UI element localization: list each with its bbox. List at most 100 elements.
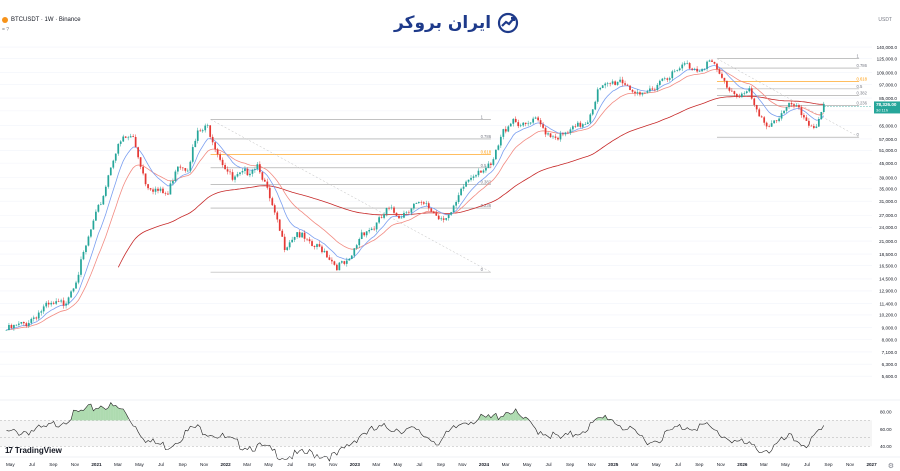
tradingview-brand: 17 TradingView (5, 446, 62, 455)
price-axis[interactable]: 140,000.0 125,000.0 109,000.0 97,000.0 85,00… (877, 45, 898, 379)
candle-body (42, 306, 45, 312)
candle-body (373, 228, 376, 230)
fib-left-level-label: 0 (481, 267, 484, 272)
ema-mid-polyline (6, 68, 824, 331)
candle-body (321, 246, 323, 253)
candle-body (745, 91, 748, 93)
candle-body (422, 202, 425, 204)
candle-body (616, 81, 619, 85)
price-tick-label: 18,500.0 (879, 252, 897, 257)
candle-body (743, 92, 746, 94)
candle-body (738, 96, 741, 98)
candle-body (656, 84, 659, 90)
candle-body (805, 117, 808, 121)
candle-body (688, 63, 691, 69)
price-tick-label: 9,000.0 (882, 326, 898, 331)
tradingview-logo-icon: 17 (5, 446, 13, 455)
candle-body (532, 118, 535, 123)
candle-body (164, 193, 167, 194)
last-price-value: 78,326.00 (876, 102, 897, 107)
candle-body (179, 166, 182, 168)
price-tick-label: 35,000.0 (879, 187, 897, 192)
price-tick-label: 97,000.0 (879, 82, 897, 87)
candle-body (390, 207, 393, 209)
candle-body (490, 163, 492, 165)
candle-body (562, 133, 564, 135)
candle-body (579, 122, 582, 127)
price-tick-label: 109,000.0 (877, 70, 898, 75)
candle-body (234, 176, 236, 180)
time-tick-label: Nov (717, 462, 726, 467)
candle-body (263, 179, 266, 182)
candle-body (10, 324, 13, 329)
time-tick-label: Mar (243, 462, 251, 467)
symbol-header[interactable]: BTCUSDT · 1W · Binance (2, 17, 81, 23)
candle-body (514, 118, 517, 123)
candle-body (537, 117, 539, 121)
candle-body (681, 64, 684, 69)
candle-body (666, 78, 669, 80)
candle-body (547, 133, 549, 135)
candle-body (415, 202, 418, 204)
time-axis[interactable]: May Jul Sep Nov 2021 Mar May Jul Sep Nov 2022 Mar Ma… (0, 456, 900, 467)
rsi-overbought-fill (85, 404, 89, 421)
candle-body (139, 157, 142, 167)
candle-body (395, 212, 398, 216)
candle-body (65, 303, 67, 306)
candle-body (410, 208, 413, 213)
rsi-overbought-fill (76, 410, 79, 421)
candle-body (147, 184, 149, 189)
candle-body (425, 203, 428, 204)
rsi-overbought-fill (78, 410, 81, 421)
candle-body (333, 261, 336, 265)
fib-right-level-label: 0 (856, 132, 859, 137)
fib-retracement-left[interactable]: 1 0.786 0.618 0.5 0.382 0.236 0 (210, 114, 492, 273)
fib-left-level-label: 0.618 (481, 149, 492, 154)
candle-body (723, 77, 726, 81)
fib-retracement-right[interactable]: 1 0.786 0.618 0.5 0.382 0.236 0 (716, 54, 868, 138)
rsi-overbought-fill (600, 417, 603, 421)
candle-body (581, 124, 584, 127)
candle-body (331, 259, 333, 262)
candle-body (621, 79, 624, 84)
candle-body (755, 104, 758, 110)
time-tick-label: Nov (71, 462, 80, 467)
candle-body (584, 124, 587, 125)
candle-body (350, 255, 353, 259)
time-tick-label: 2021 (91, 462, 102, 467)
candle-body (708, 60, 711, 62)
candle-body (788, 102, 790, 108)
rsi-overbought-fill (515, 408, 519, 421)
candle-body (99, 204, 102, 206)
candle-body (470, 177, 472, 180)
candle-body (455, 202, 457, 206)
candle-body (524, 122, 527, 124)
candle-body (552, 136, 554, 138)
candle-body (686, 63, 689, 64)
rsi-overbought-fill (490, 415, 494, 421)
fib-right-level-label: 0.786 (856, 63, 867, 68)
settings-gear-icon[interactable]: ⚙ (887, 463, 894, 470)
candle-body (822, 103, 825, 112)
candle-body (393, 207, 395, 213)
fib-right-level-label: 0.382 (856, 91, 867, 96)
rsi-overbought-fill (493, 413, 496, 421)
candle-body (378, 217, 380, 223)
candle-body (716, 63, 718, 70)
price-tick-label: 125,000.0 (877, 56, 898, 61)
candle-body (358, 239, 361, 246)
candle-body (368, 230, 371, 232)
candle-body (124, 136, 127, 138)
candle-body (107, 175, 110, 187)
candle-body (634, 91, 636, 94)
rsi-tick-label: 80.00 (880, 409, 892, 414)
candle-body (162, 188, 164, 194)
rsi-overbought-fill (513, 408, 516, 421)
candle-body (244, 168, 246, 172)
candle-body (201, 130, 204, 132)
candle-body (509, 123, 512, 127)
fib-right-level-label: 0.5 (856, 84, 862, 89)
candle-body (661, 78, 664, 81)
candle-body (673, 70, 676, 72)
rsi-overbought-fill (518, 413, 521, 421)
